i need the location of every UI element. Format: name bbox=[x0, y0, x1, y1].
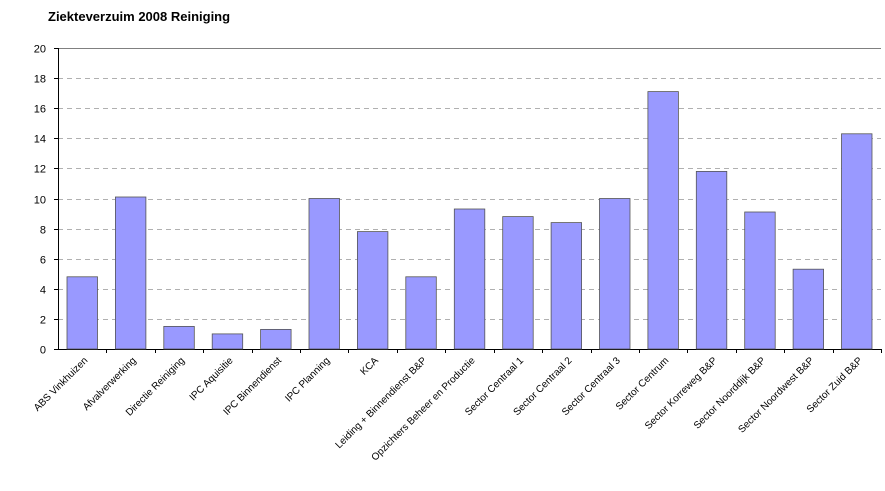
x-tick-label: Opzichters Beheer en Productie bbox=[370, 355, 478, 463]
y-tick-label: 4 bbox=[40, 285, 46, 297]
y-tick-label: 2 bbox=[40, 315, 46, 327]
bar bbox=[260, 328, 292, 350]
bar bbox=[647, 91, 679, 350]
bar bbox=[744, 211, 776, 350]
bar bbox=[115, 196, 147, 350]
bar bbox=[405, 276, 437, 350]
bar bbox=[308, 198, 340, 350]
bar bbox=[163, 325, 195, 350]
bar bbox=[453, 208, 486, 350]
y-tick-label: 12 bbox=[34, 164, 46, 176]
bar bbox=[792, 268, 824, 350]
bar bbox=[211, 333, 244, 350]
bar bbox=[841, 133, 873, 350]
y-tick-label: 0 bbox=[40, 345, 46, 357]
bar bbox=[66, 276, 98, 350]
y-tick-label: 6 bbox=[40, 255, 46, 267]
bar bbox=[550, 222, 582, 350]
y-tick-label: 14 bbox=[34, 134, 46, 146]
x-tick-label: KCA bbox=[358, 355, 381, 378]
x-tick-label: Leiding + Binnendienst B&P bbox=[334, 355, 430, 451]
bar bbox=[599, 198, 631, 350]
gridlines bbox=[58, 48, 881, 320]
y-tick-label: 18 bbox=[34, 74, 46, 86]
y-tick-label: 8 bbox=[40, 225, 46, 237]
x-tick-label: IPC Aquisitie bbox=[188, 355, 236, 403]
bar bbox=[356, 231, 389, 350]
y-tick-label: 10 bbox=[34, 195, 46, 207]
bar bbox=[502, 216, 534, 350]
bar bbox=[695, 170, 728, 350]
x-tick-label: IPC Planning bbox=[283, 355, 332, 404]
chart-title: Ziekteverzuim 2008 Reiniging bbox=[48, 9, 231, 24]
y-tick-labels: 0 2 4 6 8 10 12 14 16 18 20 bbox=[34, 44, 46, 357]
y-tick-label: 20 bbox=[34, 44, 46, 56]
bars bbox=[66, 91, 873, 350]
axes bbox=[54, 48, 882, 353]
y-tick-label: 16 bbox=[34, 104, 46, 116]
